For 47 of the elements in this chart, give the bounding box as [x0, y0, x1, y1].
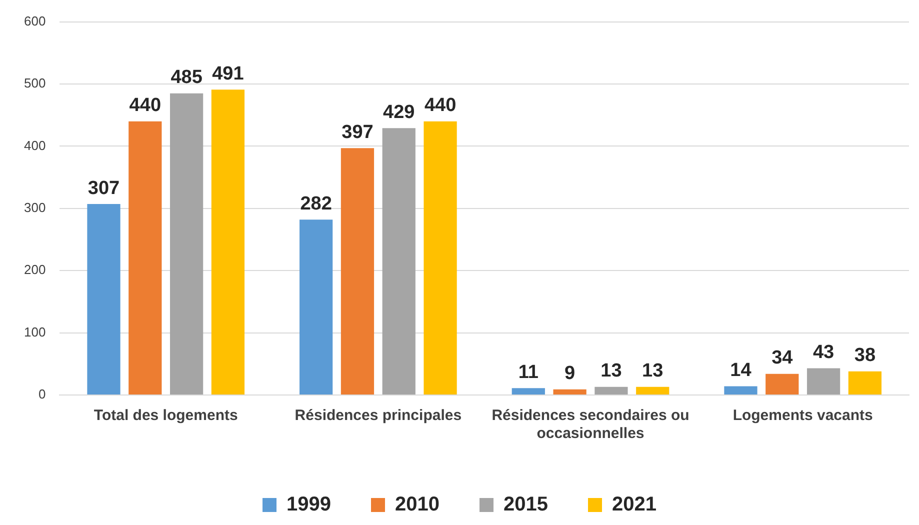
data-label: 13 [600, 360, 622, 382]
bar [806, 368, 840, 394]
bar [553, 389, 586, 394]
data-label: 282 [300, 193, 332, 214]
data-label: 11 [518, 362, 539, 383]
y-tick-label: 100 [24, 324, 46, 340]
bar [382, 128, 416, 394]
y-tick-label: 0 [38, 386, 46, 402]
data-label: 34 [772, 348, 794, 369]
legend-label: 2015 [504, 494, 548, 516]
data-label: 38 [854, 345, 876, 366]
y-tick-label: 500 [24, 76, 46, 91]
data-label: 485 [170, 67, 203, 88]
data-label: 440 [424, 95, 456, 116]
bar [636, 386, 670, 394]
data-label: 429 [383, 102, 415, 123]
x-tick-label: Résidences principales [294, 407, 462, 424]
data-label: 14 [730, 360, 752, 382]
bar [424, 121, 457, 394]
y-tick-label: 600 [24, 13, 46, 28]
y-tick-label: 400 [24, 138, 46, 153]
bar [512, 388, 545, 394]
bar [848, 371, 882, 394]
data-label: 43 [812, 342, 834, 363]
bar [170, 93, 204, 394]
data-label: 13 [642, 360, 664, 382]
bar [87, 204, 120, 394]
bar [724, 386, 758, 394]
y-tick-label: 200 [24, 262, 46, 278]
bar [300, 220, 333, 394]
data-label: 397 [342, 122, 374, 143]
bar [128, 121, 162, 394]
x-tick-label: Résidences secondaires ou occasionnelles [492, 407, 690, 442]
data-label: 9 [564, 363, 576, 384]
data-label: 440 [129, 95, 162, 116]
x-tick-label: Logements vacants [732, 407, 873, 424]
data-label: 491 [212, 63, 244, 84]
bar [340, 148, 374, 394]
legend-label: 2021 [612, 494, 656, 516]
bar [594, 386, 628, 394]
bar [766, 374, 799, 394]
y-tick-label: 300 [24, 200, 46, 215]
x-tick-label: Total des logements [94, 407, 238, 424]
legend-label: 2010 [395, 494, 440, 516]
bar [211, 90, 245, 394]
data-label: 307 [88, 178, 120, 199]
legend-label: 1999 [286, 494, 332, 516]
